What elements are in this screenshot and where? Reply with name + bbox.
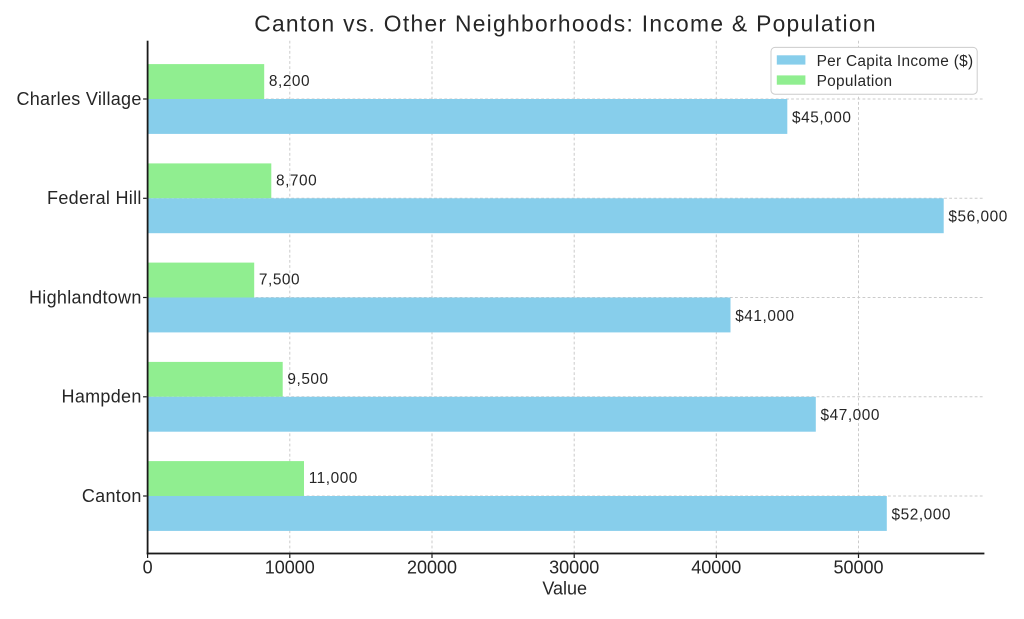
svg-text:$56,000: $56,000 <box>948 209 1007 226</box>
svg-text:50000: 50000 <box>833 557 883 577</box>
svg-text:$47,000: $47,000 <box>821 407 880 424</box>
svg-text:Population: Population <box>817 73 893 90</box>
svg-text:0: 0 <box>143 557 153 577</box>
svg-text:Charles Village: Charles Village <box>16 89 141 109</box>
svg-text:20000: 20000 <box>407 557 457 577</box>
svg-text:$45,000: $45,000 <box>792 109 851 126</box>
svg-text:$52,000: $52,000 <box>892 506 951 523</box>
svg-text:Highlandtown: Highlandtown <box>29 287 142 307</box>
svg-text:9,500: 9,500 <box>287 371 328 388</box>
svg-text:Canton vs. Other Neighborhoods: Canton vs. Other Neighborhoods: Income &… <box>254 10 877 36</box>
svg-text:30000: 30000 <box>549 557 599 577</box>
svg-text:8,700: 8,700 <box>276 172 317 189</box>
svg-text:8,200: 8,200 <box>269 73 310 90</box>
svg-text:Federal Hill: Federal Hill <box>47 188 142 208</box>
svg-text:Canton: Canton <box>82 486 142 506</box>
svg-text:11,000: 11,000 <box>309 470 358 487</box>
svg-text:Per Capita Income ($): Per Capita Income ($) <box>817 53 974 70</box>
svg-text:$41,000: $41,000 <box>735 308 794 325</box>
svg-text:40000: 40000 <box>691 557 741 577</box>
svg-text:Hampden: Hampden <box>62 387 142 407</box>
svg-text:Value: Value <box>542 579 587 599</box>
svg-text:10000: 10000 <box>265 557 315 577</box>
svg-text:7,500: 7,500 <box>259 272 300 289</box>
